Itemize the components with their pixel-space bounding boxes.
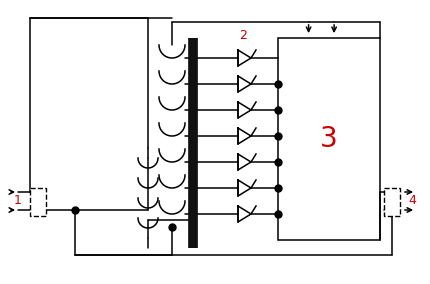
Text: 1: 1 xyxy=(14,195,22,208)
Text: 4: 4 xyxy=(408,195,416,208)
Text: 2: 2 xyxy=(239,28,247,41)
Bar xyxy=(30,188,46,216)
Text: 3: 3 xyxy=(320,125,338,153)
Bar xyxy=(384,188,400,216)
Bar xyxy=(278,38,380,240)
